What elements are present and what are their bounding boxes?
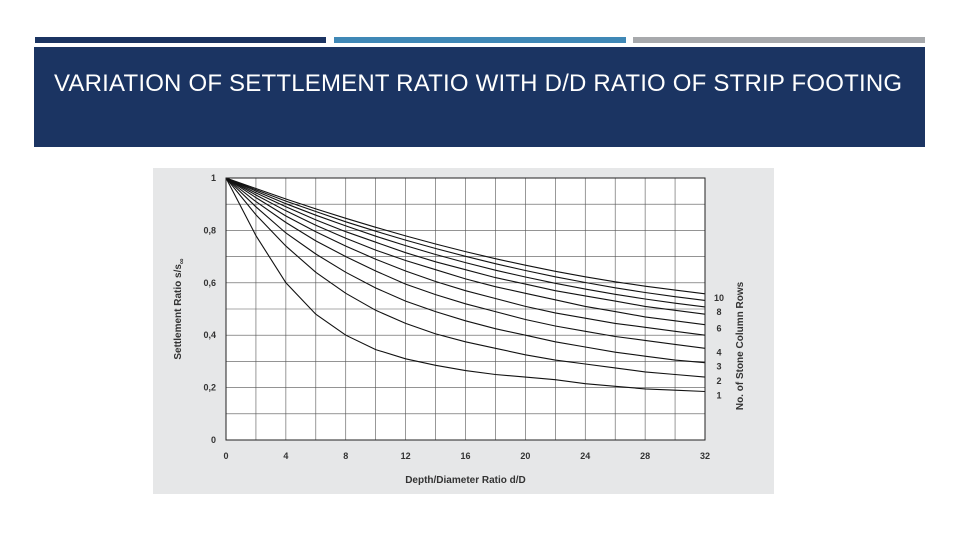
x-tick-label: 12	[401, 451, 411, 461]
y-axis-label: Settlement Ratio s/s∞	[173, 258, 186, 360]
series-line	[225, 177, 706, 326]
slide-title: VARIATION OF SETTLEMENT RATIO WITH D/D R…	[54, 70, 903, 97]
series-line	[225, 177, 706, 315]
accent-bar-gray	[633, 37, 925, 43]
series-line	[225, 177, 706, 295]
series-label: 10	[714, 293, 724, 303]
y-axis-label-text: Settlement Ratio s/s	[173, 264, 184, 360]
rows-axis-label: No. of Stone Column Rows	[735, 281, 746, 410]
y-tick-label: 0,2	[203, 383, 216, 393]
series-lines	[225, 177, 706, 393]
x-tick-label: 32	[700, 451, 710, 461]
x-tick-label: 4	[283, 451, 288, 461]
x-tick-label: 0	[223, 451, 228, 461]
plot-frame	[225, 177, 706, 441]
series-line	[225, 177, 706, 349]
series-label: 1	[716, 391, 721, 401]
y-tick-label: 0,8	[203, 225, 216, 235]
series-line	[225, 177, 706, 378]
title-banner: VARIATION OF SETTLEMENT RATIO WITH D/D R…	[34, 47, 925, 147]
x-tick-label: 24	[580, 451, 590, 461]
series-line	[225, 177, 706, 393]
series-labels: 10 8 6 4 3 2 1	[714, 293, 724, 401]
x-tick-label: 28	[640, 451, 650, 461]
series-label: 8	[716, 307, 721, 317]
x-tick-label: 20	[520, 451, 530, 461]
y-tick-label: 0,4	[203, 330, 216, 340]
x-tick-label: 8	[343, 451, 348, 461]
series-label: 4	[716, 347, 721, 357]
series-line	[225, 177, 706, 301]
y-axis-label-subscript: ∞	[177, 258, 186, 264]
series-line	[225, 177, 706, 308]
series-label: 6	[716, 324, 721, 334]
accent-bar-dark	[35, 37, 326, 43]
chart-figure: 0 4 8 12 16 20 24 28 32 0 0,2 0,4 0,6 0,8 1 10 8 6 4 3 2 1 D…	[153, 168, 774, 494]
y-tick-label: 0	[211, 435, 216, 445]
x-axis-label: Depth/Diameter Ratio d/D	[405, 475, 526, 486]
axes	[225, 177, 706, 441]
accent-bar-blue	[334, 37, 626, 43]
series-line	[225, 177, 706, 336]
series-label: 3	[716, 362, 721, 372]
series-label: 2	[716, 376, 721, 386]
series-line	[225, 177, 706, 364]
y-tick-label: 0,6	[203, 278, 216, 288]
y-tick-label: 1	[211, 173, 216, 183]
tick-labels: 0 4 8 12 16 20 24 28 32 0 0,2 0,4 0,6 0,8 1	[203, 173, 710, 461]
x-tick-label: 16	[460, 451, 470, 461]
